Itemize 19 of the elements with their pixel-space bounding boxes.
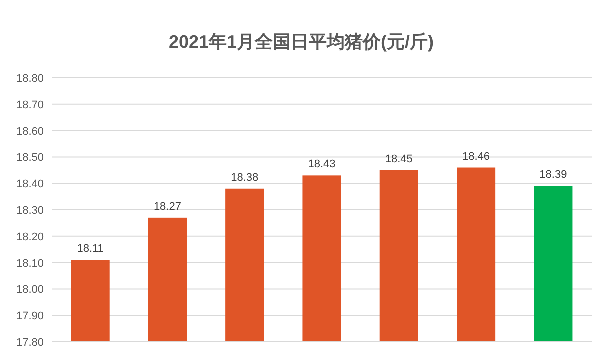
y-tick-label: 18.70 [16,99,44,112]
y-tick-label: 18.80 [16,73,44,85]
y-tick-label: 18.00 [16,284,44,296]
y-tick-label: 18.30 [16,205,44,217]
data-label: 18.43 [308,158,336,171]
data-label: 18.27 [154,200,182,213]
y-tick-label: 18.20 [16,231,44,244]
y-tick-label: 18.50 [16,152,44,164]
data-label: 18.11 [77,243,104,256]
data-label: 18.38 [231,172,259,184]
data-label: 18.39 [540,169,568,182]
y-tick-label: 17.90 [16,310,44,323]
y-tick-label: 17.80 [16,337,44,349]
data-label: 18.46 [462,150,490,163]
y-tick-label: 18.10 [16,258,44,270]
chart-title: 2021年1月全国日平均猪价(元/斤) [168,32,434,52]
y-tick-label: 18.60 [16,126,44,138]
y-tick-label: 18.40 [16,178,44,191]
data-label: 18.45 [385,153,413,166]
